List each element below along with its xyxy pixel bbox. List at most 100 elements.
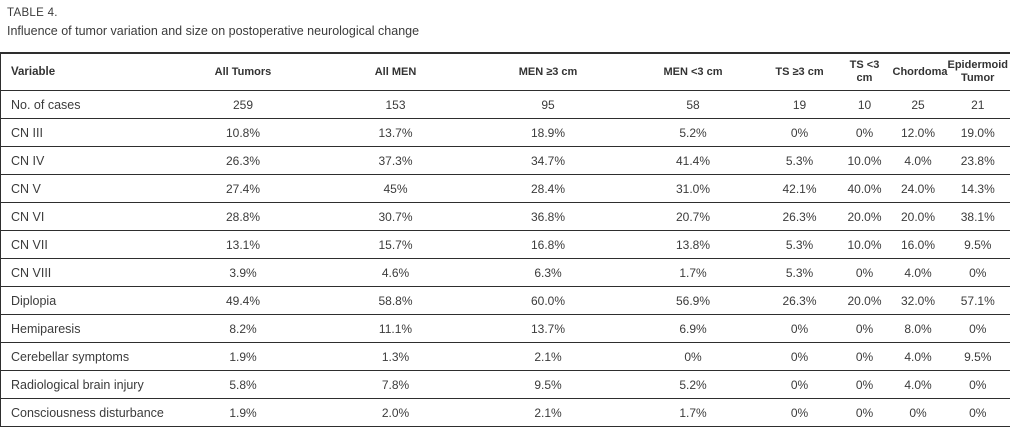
cell: 0%: [838, 398, 891, 427]
table-row: CN III 10.8% 13.7% 18.9% 5.2% 0% 0% 12.0…: [0, 118, 1010, 147]
cell: 0%: [760, 370, 839, 399]
cell: 10.0%: [838, 146, 891, 175]
results-table: Variable All Tumors All MEN MEN ≥3 cm ME…: [0, 52, 1010, 427]
cell: 58: [625, 90, 761, 119]
cell: 10.8%: [165, 118, 321, 147]
cell: 37.3%: [320, 146, 471, 175]
cell: 38.1%: [945, 202, 1010, 231]
table-row: CN IV 26.3% 37.3% 34.7% 41.4% 5.3% 10.0%…: [0, 146, 1010, 175]
cell: 26.3%: [760, 202, 839, 231]
cell: 4.0%: [890, 258, 946, 287]
cell: 6.3%: [470, 258, 626, 287]
cell: 9.5%: [945, 342, 1010, 371]
cell: 8.2%: [165, 314, 321, 343]
cell: 19.0%: [945, 118, 1010, 147]
row-label: CN VIII: [0, 258, 166, 287]
cell: 11.1%: [320, 314, 471, 343]
row-label: No. of cases: [0, 90, 166, 119]
cell: 5.3%: [760, 146, 839, 175]
column-header-men-ge-3cm: MEN ≥3 cm: [470, 53, 626, 91]
cell: 18.9%: [470, 118, 626, 147]
cell: 0%: [838, 118, 891, 147]
cell: 49.4%: [165, 286, 321, 315]
table-row: No. of cases 259 153 95 58 19 10 25 21: [0, 90, 1010, 119]
row-label: CN V: [0, 174, 166, 203]
cell: 1.3%: [320, 342, 471, 371]
cell: 7.8%: [320, 370, 471, 399]
row-label: CN VII: [0, 230, 166, 259]
row-label: Diplopia: [0, 286, 166, 315]
cell: 0%: [760, 314, 839, 343]
cell: 27.4%: [165, 174, 321, 203]
cell: 2.0%: [320, 398, 471, 427]
cell: 40.0%: [838, 174, 891, 203]
cell: 20.0%: [890, 202, 946, 231]
cell: 0%: [838, 370, 891, 399]
cell: 1.7%: [625, 398, 761, 427]
row-label: CN III: [0, 118, 166, 147]
column-header-all-tumors: All Tumors: [165, 53, 321, 91]
cell: 13.7%: [320, 118, 471, 147]
cell: 58.8%: [320, 286, 471, 315]
row-label: Cerebellar symptoms: [0, 342, 166, 371]
cell: 21: [945, 90, 1010, 119]
cell: 3.9%: [165, 258, 321, 287]
cell: 0%: [945, 370, 1010, 399]
cell: 0%: [625, 342, 761, 371]
column-header-ts-lt-3cm: TS <3 cm: [838, 53, 891, 91]
cell: 57.1%: [945, 286, 1010, 315]
cell: 14.3%: [945, 174, 1010, 203]
table-row: Hemiparesis 8.2% 11.1% 13.7% 6.9% 0% 0% …: [0, 314, 1010, 343]
cell: 1.9%: [165, 398, 321, 427]
cell: 34.7%: [470, 146, 626, 175]
cell: 28.4%: [470, 174, 626, 203]
cell: 153: [320, 90, 471, 119]
table-row: Consciousness disturbance 1.9% 2.0% 2.1%…: [0, 398, 1010, 427]
cell: 20.0%: [838, 286, 891, 315]
cell: 13.7%: [470, 314, 626, 343]
cell: 5.2%: [625, 118, 761, 147]
column-header-variable: Variable: [0, 53, 166, 91]
cell: 0%: [890, 398, 946, 427]
cell: 259: [165, 90, 321, 119]
header-row: Variable All Tumors All MEN MEN ≥3 cm ME…: [0, 53, 1010, 91]
table-row: CN VII 13.1% 15.7% 16.8% 13.8% 5.3% 10.0…: [0, 230, 1010, 259]
cell: 4.0%: [890, 342, 946, 371]
cell: 9.5%: [470, 370, 626, 399]
cell: 8.0%: [890, 314, 946, 343]
cell: 10.0%: [838, 230, 891, 259]
table-caption: Influence of tumor variation and size on…: [7, 24, 420, 38]
cell: 95: [470, 90, 626, 119]
cell: 5.3%: [760, 230, 839, 259]
cell: 41.4%: [625, 146, 761, 175]
cell: 0%: [838, 314, 891, 343]
cell: 20.0%: [838, 202, 891, 231]
cell: 15.7%: [320, 230, 471, 259]
cell: 0%: [760, 342, 839, 371]
cell: 20.7%: [625, 202, 761, 231]
table-row: CN VI 28.8% 30.7% 36.8% 20.7% 26.3% 20.0…: [0, 202, 1010, 231]
table-row: Diplopia 49.4% 58.8% 60.0% 56.9% 26.3% 2…: [0, 286, 1010, 315]
cell: 13.8%: [625, 230, 761, 259]
column-header-chordoma: Chordoma: [890, 53, 948, 91]
cell: 0%: [945, 398, 1010, 427]
cell: 0%: [838, 258, 891, 287]
cell: 12.0%: [890, 118, 946, 147]
cell: 16.8%: [470, 230, 626, 259]
cell: 5.8%: [165, 370, 321, 399]
cell: 32.0%: [890, 286, 946, 315]
cell: 45%: [320, 174, 471, 203]
cell: 4.0%: [890, 146, 946, 175]
cell: 26.3%: [165, 146, 321, 175]
cell: 2.1%: [470, 342, 626, 371]
table-label: TABLE 4.: [7, 7, 58, 19]
cell: 9.5%: [945, 230, 1010, 259]
cell: 16.0%: [890, 230, 946, 259]
table-row: Radiological brain injury 5.8% 7.8% 9.5%…: [0, 370, 1010, 399]
cell: 36.8%: [470, 202, 626, 231]
table-row: Cerebellar symptoms 1.9% 1.3% 2.1% 0% 0%…: [0, 342, 1010, 371]
cell: 56.9%: [625, 286, 761, 315]
cell: 0%: [945, 258, 1010, 287]
cell: 0%: [760, 118, 839, 147]
cell: 0%: [838, 342, 891, 371]
